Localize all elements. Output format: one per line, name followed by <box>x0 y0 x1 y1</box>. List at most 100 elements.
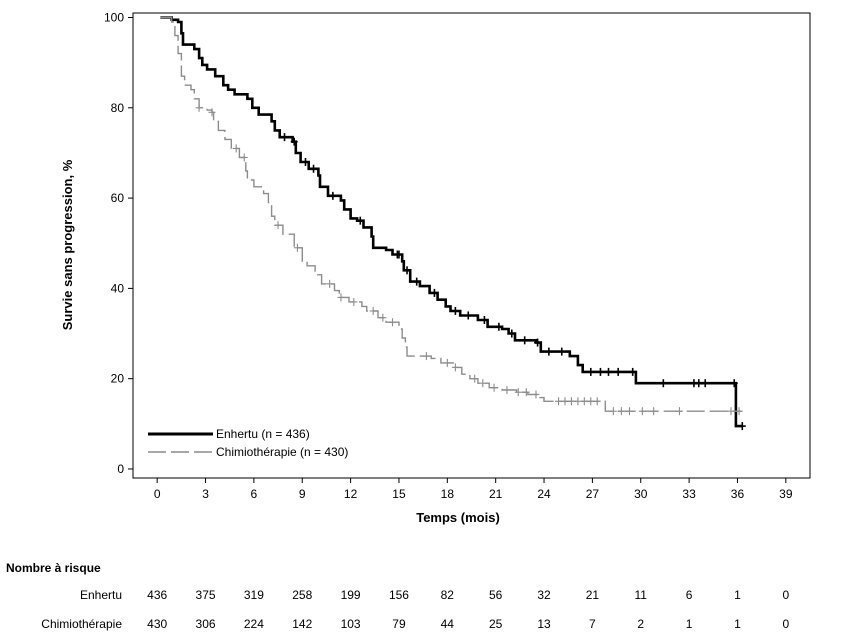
censor-mark <box>605 367 613 376</box>
censor-mark <box>451 363 459 372</box>
censor-mark <box>430 288 438 297</box>
x-tick-label: 15 <box>392 487 406 501</box>
censor-mark <box>727 407 735 416</box>
risk-value: 103 <box>340 617 361 631</box>
risk-value: 21 <box>585 588 600 602</box>
censor-mark <box>596 367 604 376</box>
censor-mark <box>650 407 658 416</box>
legend-label-enhertu: Enhertu (n = 436) <box>216 427 310 441</box>
risk-value: 142 <box>292 617 313 631</box>
censor-mark <box>555 397 563 406</box>
risk-value: 44 <box>440 617 454 631</box>
censor-mark <box>521 336 529 345</box>
risk-value: 82 <box>440 588 454 602</box>
x-axis-title: Temps (mois) <box>416 510 500 525</box>
censor-mark <box>522 388 530 397</box>
x-tick-label: 3 <box>202 487 209 501</box>
x-axis: 0 3 6 9 12 15 18 21 24 27 30 33 36 39 <box>154 478 793 501</box>
censor-mark <box>561 397 569 406</box>
censor-mark <box>337 293 345 302</box>
censor-mark <box>379 313 387 322</box>
censor-mark <box>545 347 553 356</box>
legend-label-chimiotherapie: Chimiothérapie (n = 430) <box>216 445 348 459</box>
censor-mark <box>479 379 487 388</box>
y-tick-label: 80 <box>111 101 125 115</box>
censor-mark <box>240 153 248 162</box>
censor-mark <box>356 216 364 225</box>
censor-mark <box>208 108 216 117</box>
censor-mark <box>675 407 683 416</box>
censor-mark <box>369 306 377 315</box>
censor-mark <box>738 422 746 431</box>
censor-mark <box>659 379 667 388</box>
censor-mark <box>403 266 411 275</box>
censor-mark <box>490 383 498 392</box>
censor-mark <box>195 103 203 112</box>
risk-value: 436 <box>147 588 168 602</box>
risk-value: 319 <box>243 588 264 602</box>
censor-mark <box>395 250 403 259</box>
x-tick-label: 30 <box>634 487 648 501</box>
censor-mark <box>587 397 595 406</box>
censor-mark <box>274 221 282 230</box>
censor-mark <box>290 137 298 146</box>
x-tick-label: 0 <box>154 487 161 501</box>
censor-mark <box>389 318 397 327</box>
censor-mark <box>735 407 743 416</box>
censor-mark <box>695 379 703 388</box>
y-axis-title: Survie sans progression, % <box>60 159 75 330</box>
risk-row-label-enhertu: Enhertu <box>79 588 122 602</box>
risk-value: 1 <box>685 617 693 631</box>
censor-mark <box>413 277 421 286</box>
censor-mark <box>329 191 337 200</box>
censor-mark <box>614 367 622 376</box>
risk-value: 199 <box>340 588 361 602</box>
risk-value: 2 <box>637 617 645 631</box>
censor-mark <box>567 397 575 406</box>
risk-value: 1 <box>734 588 741 602</box>
risk-value: 430 <box>147 617 168 631</box>
censor-mark <box>593 397 601 406</box>
censor-mark <box>625 407 633 416</box>
y-tick-label: 0 <box>117 462 124 476</box>
y-axis: 0 20 40 60 80 100 <box>104 11 133 476</box>
censor-mark <box>558 347 566 356</box>
censor-mark <box>609 407 617 416</box>
risk-value: 25 <box>488 617 503 631</box>
risk-value: 13 <box>537 617 551 631</box>
x-tick-label: 18 <box>441 487 455 501</box>
censor-mark <box>232 144 240 153</box>
censor-mark <box>508 329 516 338</box>
y-tick-label: 20 <box>111 372 125 386</box>
censor-mark <box>350 297 358 306</box>
censor-mark <box>629 367 637 376</box>
censor-mark <box>587 367 595 376</box>
risk-value: 7 <box>589 617 596 631</box>
risk-value: 306 <box>195 617 216 631</box>
censor-mark <box>326 279 334 288</box>
censor-mark <box>495 322 503 331</box>
x-tick-label: 36 <box>731 487 745 501</box>
censor-mark <box>730 379 738 388</box>
censor-mark <box>464 311 472 320</box>
risk-value: 224 <box>243 617 264 631</box>
risk-value: 32 <box>537 588 551 602</box>
censor-mark <box>580 397 588 406</box>
x-tick-label: 27 <box>586 487 600 501</box>
censor-mark <box>534 338 542 347</box>
risk-value: 79 <box>392 617 406 631</box>
censor-mark <box>443 358 451 367</box>
censor-mark <box>480 315 488 324</box>
censor-mark <box>514 388 522 397</box>
censor-mark <box>293 243 301 252</box>
censor-mark <box>281 133 289 142</box>
risk-value: 0 <box>782 617 790 631</box>
censor-mark <box>310 164 318 173</box>
series-layer <box>160 16 746 431</box>
x-tick-label: 39 <box>779 487 793 501</box>
x-tick-label: 33 <box>682 487 696 501</box>
x-tick-label: 21 <box>489 487 503 501</box>
censor-mark <box>617 407 625 416</box>
censor-mark <box>451 306 459 315</box>
